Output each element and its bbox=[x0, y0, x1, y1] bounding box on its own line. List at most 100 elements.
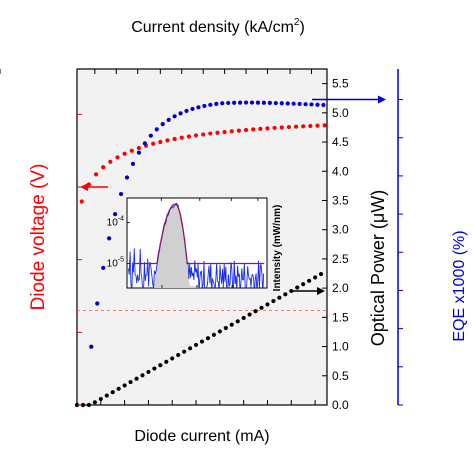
power-tick-label: 1.0 bbox=[332, 340, 349, 354]
power-tick-label: 3.5 bbox=[332, 193, 349, 207]
power-point bbox=[104, 393, 109, 398]
power-point bbox=[116, 386, 121, 391]
voltage-point bbox=[172, 136, 177, 142]
inset-fill bbox=[153, 204, 201, 288]
power-point bbox=[307, 278, 312, 283]
voltage-point bbox=[193, 133, 199, 138]
power-point bbox=[312, 275, 318, 280]
power-point bbox=[235, 319, 240, 324]
top-axis-title: Current density (kA/cm2) bbox=[131, 17, 305, 36]
voltage-point bbox=[222, 129, 227, 135]
voltage-point bbox=[308, 123, 313, 129]
voltage-point bbox=[251, 127, 256, 132]
power-point bbox=[301, 282, 306, 287]
right-axis-eqe-title: EQE x1000 (%) bbox=[451, 230, 468, 341]
voltage-point bbox=[136, 145, 142, 151]
voltage-point bbox=[208, 131, 213, 136]
eqe-point bbox=[297, 101, 302, 107]
power-point bbox=[277, 295, 282, 300]
eqe-point bbox=[315, 102, 320, 107]
eqe-point bbox=[178, 111, 183, 116]
power-point bbox=[170, 356, 175, 361]
voltage-point bbox=[315, 123, 320, 128]
eqe-point bbox=[279, 101, 284, 106]
power-point bbox=[152, 366, 157, 371]
eqe-point bbox=[208, 102, 213, 107]
power-point bbox=[193, 342, 199, 348]
eqe-point bbox=[273, 100, 278, 106]
voltage-point bbox=[301, 124, 306, 129]
eqe-point bbox=[142, 141, 147, 146]
voltage-point bbox=[93, 172, 99, 177]
voltage-point bbox=[158, 139, 163, 145]
voltage-point bbox=[115, 155, 120, 160]
voltage-point bbox=[272, 125, 277, 131]
power-tick-label: 3.0 bbox=[332, 223, 349, 237]
inset-data-trace bbox=[127, 202, 265, 288]
eqe-point bbox=[285, 101, 290, 106]
voltage-point bbox=[265, 126, 270, 131]
power-point bbox=[283, 292, 288, 297]
eqe-point bbox=[220, 101, 225, 106]
power-point bbox=[253, 309, 258, 314]
eqe-point bbox=[267, 100, 272, 105]
voltage-point bbox=[86, 182, 92, 187]
eqe-point bbox=[136, 150, 142, 155]
power-point bbox=[122, 383, 127, 388]
power-point bbox=[199, 339, 205, 344]
eqe-point bbox=[130, 161, 136, 166]
power-point bbox=[176, 352, 181, 358]
eqe-point bbox=[243, 100, 249, 105]
eqe-point bbox=[190, 106, 195, 112]
voltage-point bbox=[79, 199, 84, 204]
power-tick-label: 1.5 bbox=[332, 310, 349, 324]
right-axis-power-title: Optical Power (μW) bbox=[368, 190, 388, 346]
eqe-point bbox=[214, 101, 219, 107]
eqe-point bbox=[226, 100, 231, 106]
power-point bbox=[223, 325, 228, 331]
voltage-point bbox=[201, 132, 206, 137]
power-point bbox=[98, 396, 103, 402]
eqe-point bbox=[124, 175, 130, 180]
eqe-point bbox=[184, 108, 189, 114]
eqe-point bbox=[112, 211, 118, 217]
eqe-point bbox=[303, 102, 308, 107]
power-tick-label: 2.0 bbox=[332, 281, 349, 295]
eqe-point bbox=[154, 127, 159, 132]
eqe-point bbox=[202, 103, 207, 109]
power-point bbox=[211, 332, 217, 337]
inset-y-tick-exponent: -4 bbox=[118, 216, 124, 223]
voltage-point bbox=[229, 129, 234, 134]
voltage-point bbox=[243, 127, 249, 133]
eqe-point bbox=[172, 114, 177, 119]
power-point bbox=[229, 322, 234, 327]
voltage-point bbox=[293, 124, 299, 129]
power-point bbox=[164, 359, 169, 364]
voltage-point bbox=[179, 135, 184, 140]
eqe-point bbox=[95, 301, 100, 306]
power-point bbox=[217, 329, 222, 334]
eqe-point bbox=[196, 105, 201, 110]
power-tick-label: 0.5 bbox=[332, 369, 349, 383]
inset-y-tick-base: 10 bbox=[107, 218, 119, 229]
inset-y-tick-base: 10 bbox=[107, 258, 119, 269]
eqe-point bbox=[148, 133, 153, 138]
x-axis-title: Diode current (mA) bbox=[134, 428, 269, 445]
eqe-point bbox=[160, 122, 165, 127]
power-point bbox=[146, 369, 151, 375]
voltage-point bbox=[151, 141, 156, 146]
eqe-point bbox=[89, 344, 94, 349]
eqe-point bbox=[249, 100, 255, 105]
voltage-point bbox=[279, 125, 284, 130]
eqe-point bbox=[237, 100, 243, 105]
eqe-point bbox=[261, 100, 267, 105]
power-point bbox=[271, 298, 276, 304]
eqe-point bbox=[291, 101, 296, 106]
power-point bbox=[289, 288, 294, 294]
power-tick-label: 5.0 bbox=[332, 106, 349, 120]
eqe-point bbox=[255, 100, 261, 105]
power-point bbox=[134, 376, 139, 381]
voltage-point bbox=[122, 151, 127, 156]
power-point bbox=[80, 402, 86, 408]
